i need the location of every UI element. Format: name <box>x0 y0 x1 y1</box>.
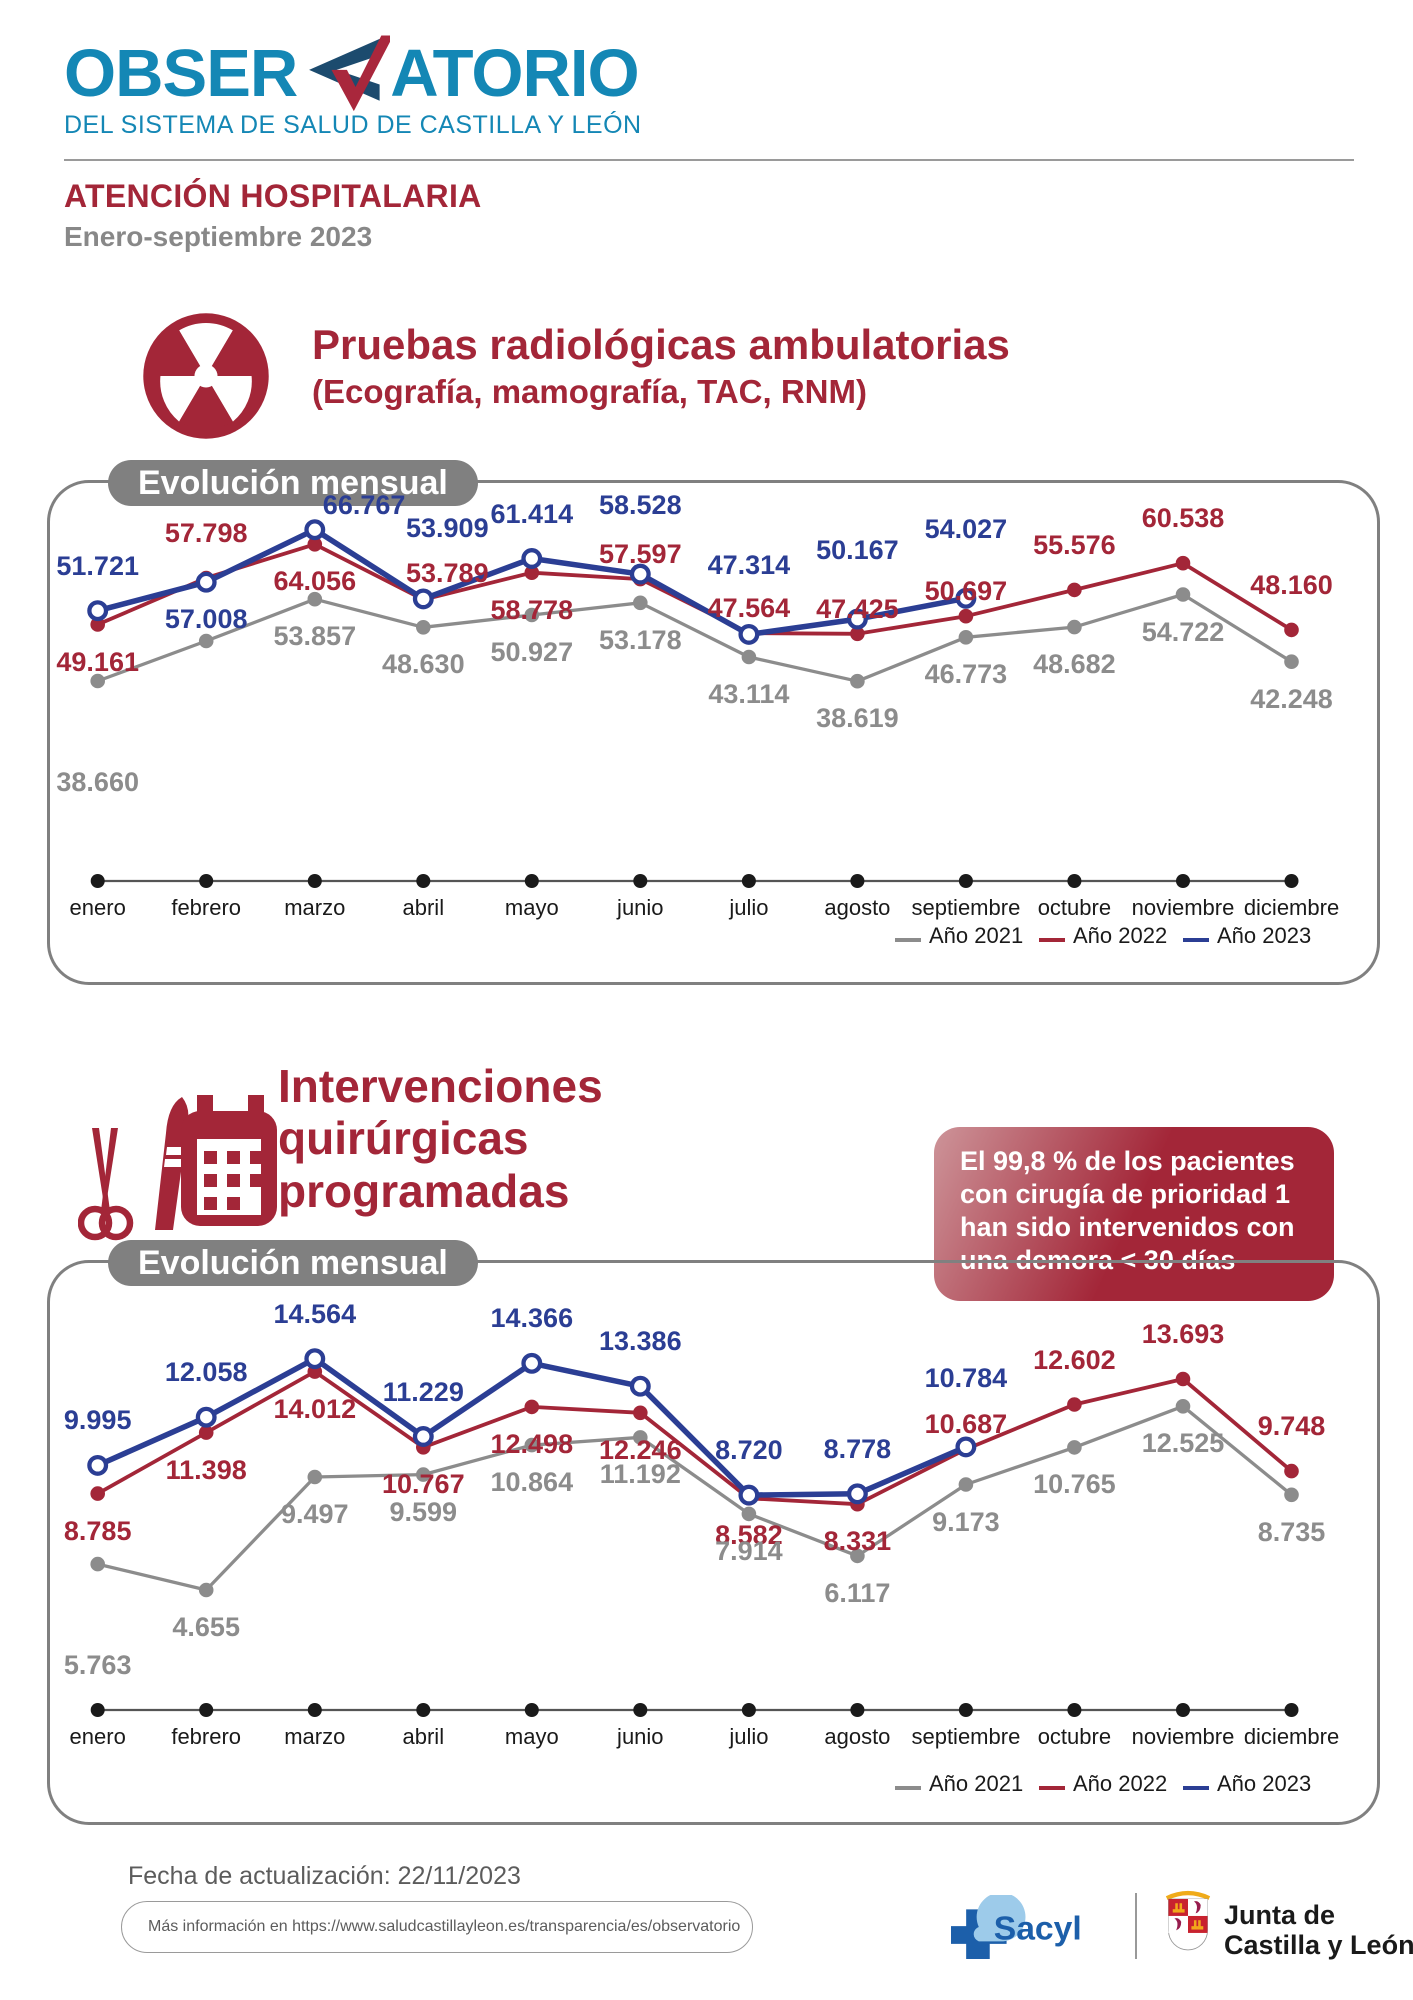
svg-text:Sacyl: Sacyl <box>994 1911 1082 1948</box>
